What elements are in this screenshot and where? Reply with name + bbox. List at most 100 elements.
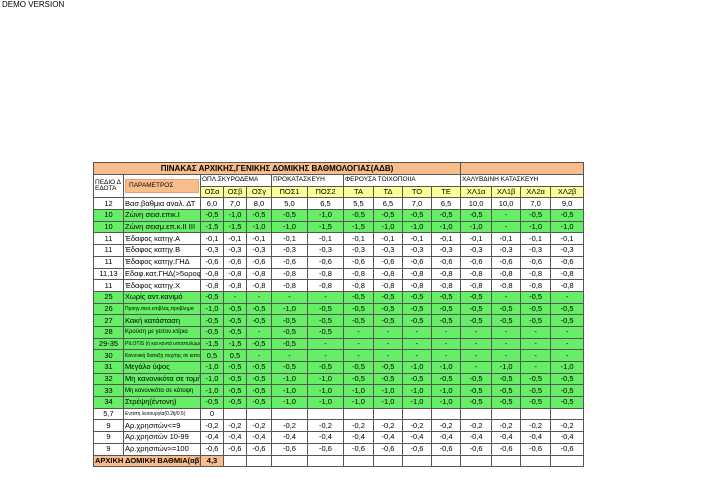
value-cell: -0,8 bbox=[271, 267, 308, 281]
value-cell: -1,0 bbox=[373, 384, 403, 398]
column-header: ΤΟ bbox=[402, 185, 432, 199]
field-cell: 32 bbox=[93, 372, 124, 386]
value-cell: -0,8 bbox=[491, 267, 522, 281]
value-cell: -1,0 bbox=[373, 396, 403, 409]
parameter-cell: Έδαφος κατηγ.Α bbox=[123, 232, 201, 246]
value-cell: -1,0 bbox=[307, 384, 344, 398]
value-cell: -0,1 bbox=[200, 232, 224, 246]
value-cell: 6,0 bbox=[200, 197, 224, 211]
data-row: 9 Αρ.χρησιτών<=9 -0,2 -0,2 -0,2 -0,2 -0,2 -0,2-… bbox=[93, 419, 585, 433]
value-cell: 9,0 bbox=[550, 197, 585, 211]
value-cell bbox=[402, 407, 432, 421]
data-row: 9 Αρ.χρησιτών>=100 -0,6 -0,6 -0,6 -0,6 -0,6 -0,… bbox=[93, 442, 585, 456]
value-cell: -0,8 bbox=[520, 279, 552, 292]
value-cell: -0,1 bbox=[491, 232, 522, 246]
value-cell: -0,5 bbox=[246, 372, 272, 386]
value-cell: -0,5 bbox=[373, 314, 403, 327]
data-row: 11 Έδαφος κατηγ.Α -0,1 -0,1 -0,1 -0,1 -0,1 -0,1… bbox=[93, 232, 585, 246]
value-cell: -0,1 bbox=[223, 232, 247, 246]
value-cell: -0,5 bbox=[430, 302, 462, 316]
value-cell: - bbox=[307, 349, 344, 362]
value-cell: -0,8 bbox=[271, 279, 308, 292]
value-cell: -0,5 bbox=[550, 209, 585, 222]
value-cell: -0,1 bbox=[246, 232, 272, 246]
value-cell: -1,0 bbox=[200, 361, 224, 374]
value-cell: -0,6 bbox=[402, 442, 432, 456]
group-header: ΦΕΡΟΥΣΑ ΤΟΙΧΟΠΟΙΙΑ bbox=[342, 174, 462, 187]
value-cell: -0,5 bbox=[307, 302, 344, 316]
value-cell: -0,3 bbox=[402, 244, 432, 257]
value-cell: -0,5 bbox=[343, 372, 374, 386]
value-cell: -0,5 bbox=[520, 314, 552, 327]
field-cell: 9 bbox=[93, 442, 124, 456]
value-cell bbox=[430, 407, 462, 421]
footer-row: ΑΡΧΙΚΗ ΔΟΜΙΚΗ ΒΑΘΜΙΑ(αβ) 4,3 bbox=[93, 454, 585, 468]
value-cell: -0,5 bbox=[246, 302, 272, 316]
field-cell: 11,13 bbox=[93, 267, 124, 281]
value-cell: -0,5 bbox=[550, 302, 585, 316]
column-header: ΤΔ bbox=[373, 185, 403, 199]
value-cell: -1,5 bbox=[200, 337, 224, 351]
parameter-cell: Μη κανονικότα σε τομή bbox=[123, 372, 201, 386]
value-cell: -0,4 bbox=[200, 431, 224, 444]
value-cell: -1,0 bbox=[373, 220, 403, 234]
parameter-cell: Ζώνη σεισ.επικ.Ι bbox=[123, 209, 201, 222]
footer-blank bbox=[246, 454, 272, 468]
value-cell: -1,5 bbox=[223, 220, 247, 234]
column-header: ΧΛ1α bbox=[460, 185, 493, 199]
field-cell: 28 bbox=[93, 325, 124, 339]
value-cell: -0,3 bbox=[200, 244, 224, 257]
value-cell: -0,1 bbox=[550, 232, 585, 246]
value-cell: -1,0 bbox=[402, 384, 432, 398]
value-cell: -0,5 bbox=[460, 290, 493, 304]
value-cell: -0,5 bbox=[343, 361, 374, 374]
value-cell: - bbox=[460, 337, 493, 351]
value-cell: -1,0 bbox=[200, 302, 224, 316]
value-cell: -0,5 bbox=[246, 361, 272, 374]
value-cell: -0,5 bbox=[246, 337, 272, 351]
value-cell: -0,8 bbox=[430, 279, 462, 292]
parameter-cell: Βασ.βαθμια αναλ. ΔΤ bbox=[123, 197, 201, 211]
column-header: ΧΛ2β bbox=[550, 185, 585, 199]
data-row: 25 Χωρίς αντ.κανιμό -0,5- - - - -0,5 -0,5 -0,5 -0… bbox=[93, 290, 585, 304]
data-row: 10 Ζώνη σεισμ.επ.κ.ΙΙ ΙΙΙ -1,5 -1,5 -1,0 -1,0… bbox=[93, 220, 585, 234]
field-cell: 9 bbox=[93, 431, 124, 444]
value-cell: -1,0 bbox=[343, 384, 374, 398]
value-cell: -1,0 bbox=[246, 220, 272, 234]
data-row: 33 Μη κανονικότα σε κάτοψη -1,0 -0,5 -0,5 -1,… bbox=[93, 384, 585, 398]
value-cell: -0,4 bbox=[343, 431, 374, 444]
value-cell: -0,5 bbox=[520, 384, 552, 398]
value-cell: -0,5 bbox=[271, 361, 308, 374]
value-cell: -0,8 bbox=[520, 267, 552, 281]
value-cell: -0,5 bbox=[520, 396, 552, 409]
value-cell: - bbox=[430, 349, 462, 362]
value-cell: -0,6 bbox=[460, 255, 493, 269]
column-header: ΧΛ1β bbox=[491, 185, 522, 199]
value-cell bbox=[460, 407, 493, 421]
value-cell: -0,5 bbox=[200, 396, 224, 409]
value-cell: - bbox=[550, 337, 585, 351]
value-cell: - bbox=[520, 325, 552, 339]
parameter-cell: Ζώνη σεισμ.επ.κ.ΙΙ ΙΙΙ bbox=[123, 220, 201, 234]
value-cell: -1,0 bbox=[550, 361, 585, 374]
value-cell: - bbox=[373, 337, 403, 351]
value-cell: - bbox=[491, 220, 522, 234]
value-cell: -1,0 bbox=[430, 396, 462, 409]
parameter-cell: Εντατη λειτουργία(0.2tj/0.5) bbox=[123, 407, 201, 421]
data-row: 26 Προηγ.σεισ.επιβλας,προβλημα -1,0 -0,5 -0,… bbox=[93, 302, 585, 316]
value-cell: -0,3 bbox=[223, 244, 247, 257]
value-cell bbox=[343, 407, 374, 421]
value-cell: -0,5 bbox=[550, 314, 585, 327]
value-cell: -0,5 bbox=[373, 302, 403, 316]
value-cell: -0,5 bbox=[460, 384, 493, 398]
value-cell: -0,5 bbox=[223, 396, 247, 409]
value-cell: 6,5 bbox=[430, 197, 462, 211]
field-cell: 31 bbox=[93, 361, 124, 374]
value-cell: -0,6 bbox=[430, 442, 462, 456]
value-cell: -0,5 bbox=[271, 314, 308, 327]
value-cell: -0,2 bbox=[550, 419, 585, 433]
value-cell: -0,6 bbox=[373, 255, 403, 269]
value-cell: - bbox=[491, 325, 522, 339]
value-cell: -0,5 bbox=[460, 396, 493, 409]
value-cell: -0,4 bbox=[271, 431, 308, 444]
